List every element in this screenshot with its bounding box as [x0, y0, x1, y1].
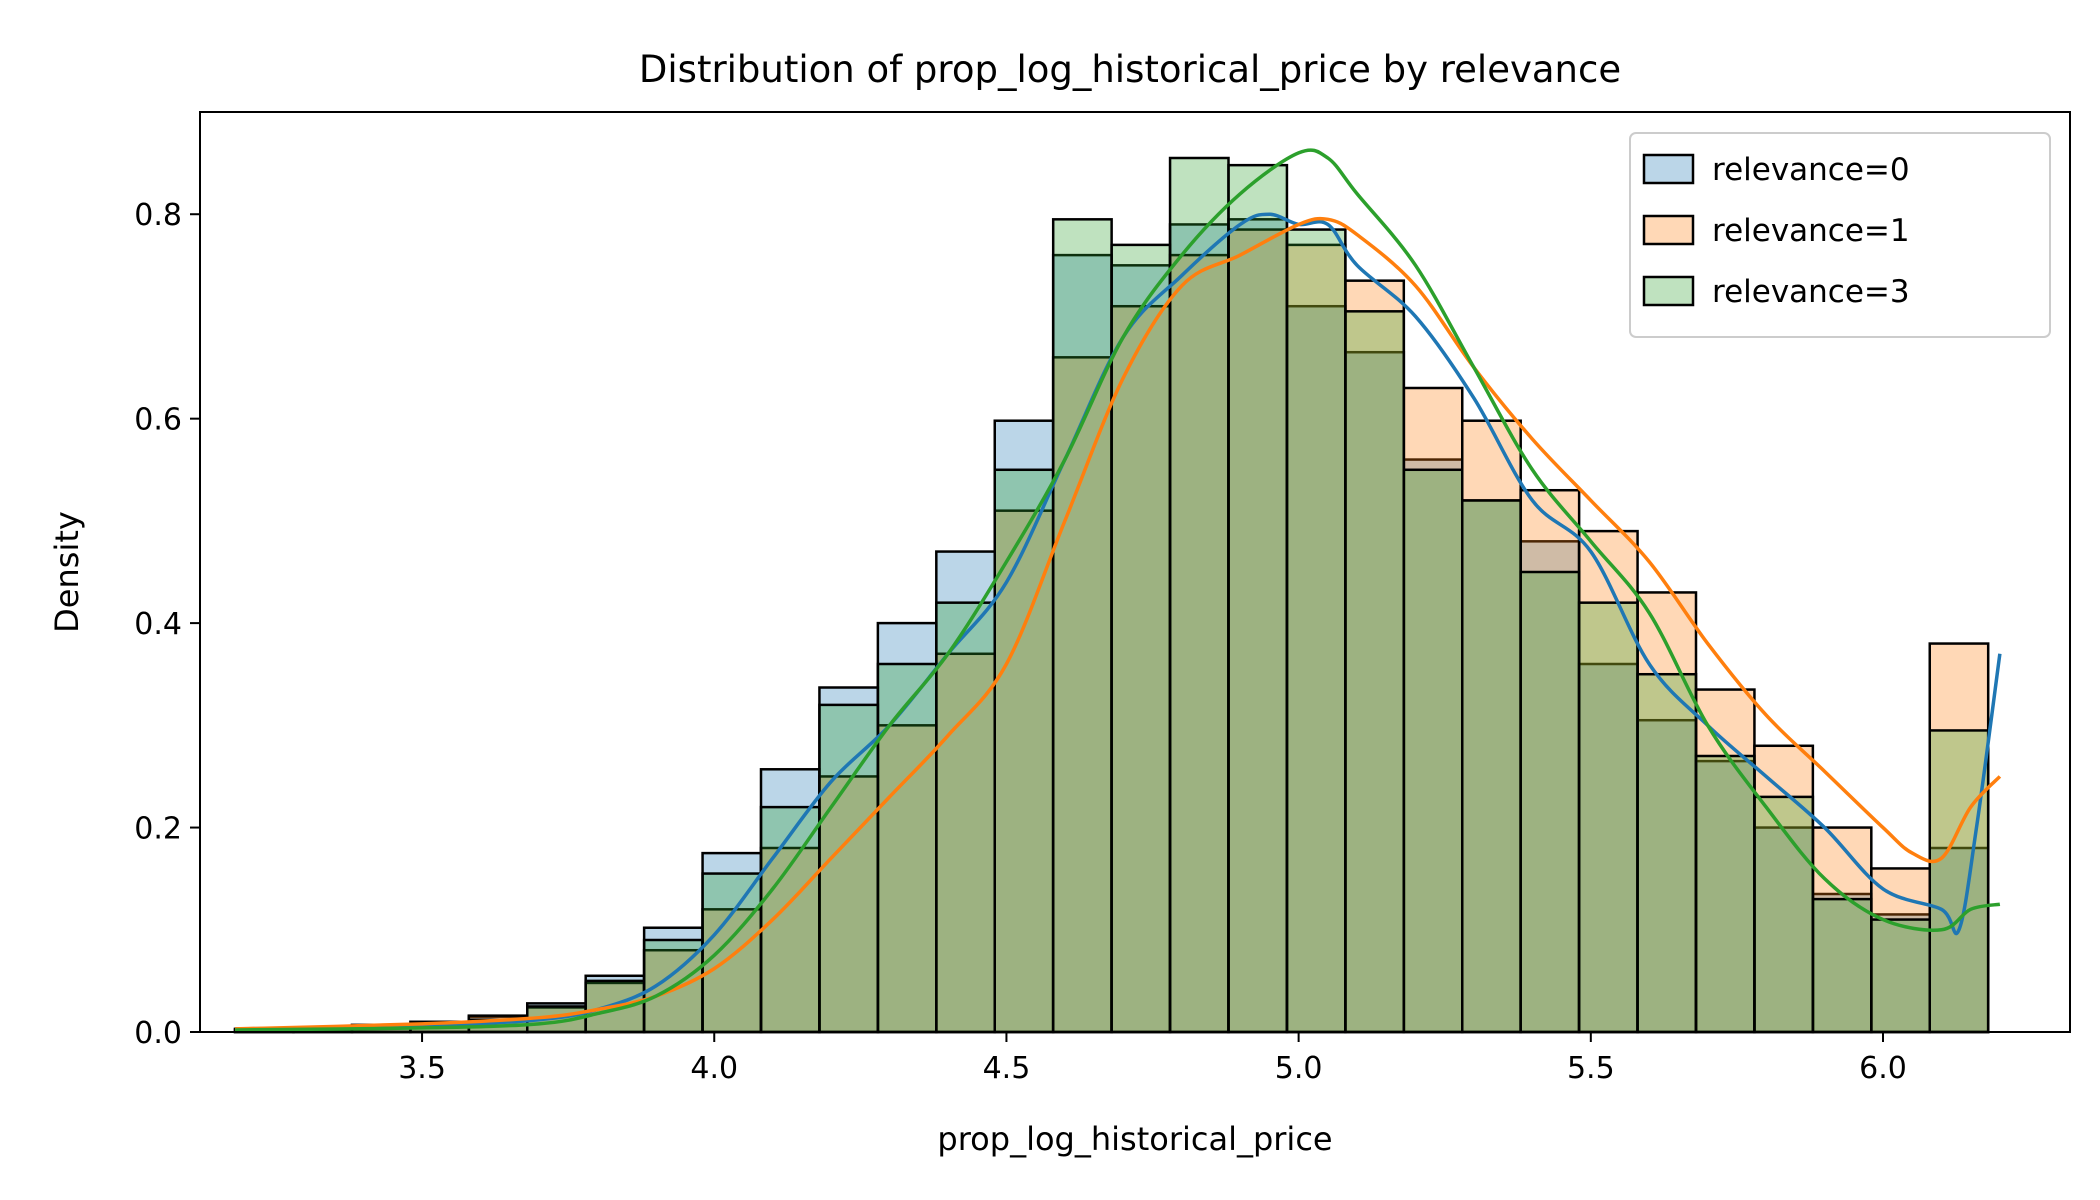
histogram-bar [1577, 601, 1639, 1034]
x-tick-label: 5.5 [1567, 1051, 1615, 1086]
x-tick-label: 5.0 [1275, 1051, 1323, 1086]
kde-line-2 [235, 148, 2001, 1032]
legend: relevance=0 relevance=1 relevance=3 [1629, 132, 2051, 338]
x-tick-label: 4.0 [690, 1051, 738, 1086]
series-bars-2 [233, 156, 1990, 1034]
histogram-bar [1402, 468, 1464, 1034]
legend-swatch [1642, 275, 1695, 307]
histogram-bar [1051, 253, 1113, 1034]
histogram-bar [1928, 642, 1990, 1034]
histogram-bar [1461, 499, 1522, 1034]
kde-line-0 [235, 212, 2002, 1031]
series-bars-0 [233, 218, 1990, 1034]
legend-label: relevance=0 [1712, 152, 1910, 188]
histogram-bar [1110, 243, 1172, 1034]
histogram-bar [1811, 897, 1873, 1034]
histogram-bar [1168, 253, 1230, 1034]
kde-line-1 [235, 216, 2002, 1031]
histogram-bar [1051, 218, 1113, 1034]
x-tick-label: 3.5 [398, 1051, 446, 1086]
histogram-bar [935, 601, 996, 1034]
x-tick-label: 4.5 [983, 1051, 1031, 1086]
plot-area [233, 148, 2002, 1034]
histogram-bar [1519, 488, 1581, 1034]
y-tick-label: 0.6 [134, 403, 182, 438]
histogram-bar [1811, 826, 1873, 1034]
histogram-bar [1928, 846, 1990, 1034]
legend-label: relevance=3 [1712, 274, 1910, 310]
histogram-bar [876, 662, 938, 1034]
histogram-bar [876, 621, 938, 1034]
histogram-bar [935, 550, 996, 1034]
histogram-bar [1461, 499, 1522, 1034]
histogram-bar [1636, 672, 1698, 1034]
histogram-bar [701, 872, 763, 1034]
y-tick-label: 0.8 [134, 198, 182, 233]
legend-frame [1629, 132, 2051, 338]
histogram-bar [1402, 386, 1464, 1034]
histogram-bar [1344, 310, 1406, 1034]
legend-label: relevance=1 [1712, 213, 1910, 249]
histogram-bar [1285, 228, 1347, 1034]
histogram-bar [759, 805, 821, 1034]
histogram-bar [1519, 570, 1581, 1034]
histogram-bar [1168, 223, 1230, 1034]
chart-title: Distribution of prop_log_historical_pric… [639, 48, 1621, 91]
histogram-bar [1928, 729, 1990, 1034]
y-axis-label: Density [48, 511, 86, 633]
y-tick-label: 0.2 [134, 812, 182, 847]
histogram-bar [1870, 867, 1931, 1034]
histogram-bar [993, 468, 1055, 1034]
histogram-bar [1402, 458, 1464, 1034]
legend-swatch [1642, 214, 1695, 246]
x-axis-label: prop_log_historical_price [937, 1120, 1332, 1158]
y-tick-label: 0.0 [134, 1016, 182, 1051]
histogram-bar [1870, 918, 1931, 1034]
y-tick-label: 0.4 [134, 607, 182, 642]
histogram-bar [1168, 156, 1230, 1034]
histogram-bar [1519, 540, 1581, 1034]
histogram-bar [1227, 163, 1289, 1034]
y-axis: 0.0 0.2 0.4 0.6 0.8 [134, 198, 200, 1051]
histogram-bar [1753, 826, 1815, 1034]
axes-frame [199, 111, 2071, 1033]
x-tick-label: 6.0 [1859, 1051, 1907, 1086]
histogram-bar [1636, 591, 1698, 1034]
x-axis: 3.5 4.0 4.5 5.0 5.5 6.0 [398, 1032, 1907, 1086]
legend-swatch [1642, 153, 1695, 185]
histogram-bar [1694, 754, 1756, 1034]
